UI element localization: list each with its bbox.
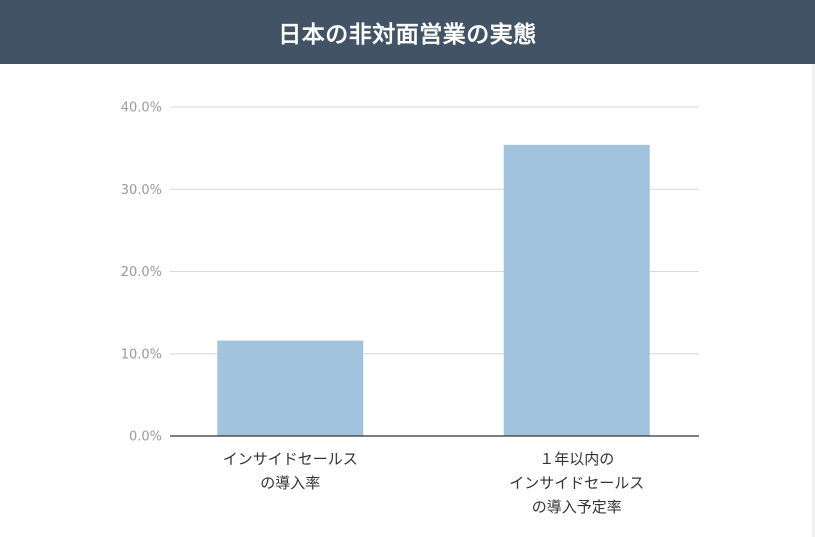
x-tick-label-line: の導入率 — [260, 474, 320, 492]
bar-chart-svg: 0.0%10.0%20.0%30.0%40.0%インサイドセールスの導入率１年以… — [121, 101, 699, 516]
x-tick-label-line: １年以内の — [539, 450, 614, 468]
bar-chart: 0.0% 10.0% 20.0% 30.0% 40.0% インサイドセールスの導入率 １年以… — [0, 64, 812, 537]
x-tick-label-line: の導入予定率 — [532, 498, 622, 516]
y-tick-label: 0.0% — [129, 430, 162, 445]
x-tick-label: インサイドセールスの導入率 — [223, 450, 358, 492]
y-tick-label: 30.0% — [121, 183, 162, 198]
chart-title: 日本の非対面営業の実態 — [278, 22, 537, 48]
x-tick-label-line: インサイドセールス — [223, 450, 358, 468]
y-tick-label: 20.0% — [121, 265, 162, 280]
y-tick-label: 40.0% — [121, 101, 162, 116]
bar — [217, 340, 364, 436]
bar — [503, 144, 650, 436]
scrollbar-track — [812, 64, 815, 537]
y-tick-label: 10.0% — [121, 347, 162, 362]
x-tick-label: １年以内のインサイドセールスの導入予定率 — [509, 450, 644, 516]
x-tick-label-line: インサイドセールス — [509, 474, 644, 492]
chart-header: 日本の非対面営業の実態 — [0, 0, 815, 64]
